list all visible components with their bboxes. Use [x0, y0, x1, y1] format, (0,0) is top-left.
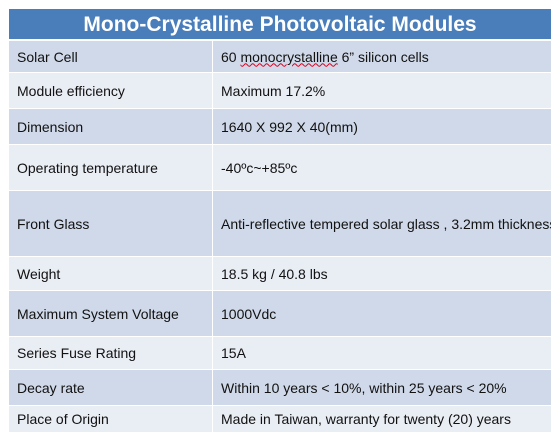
row-value-decay-rate: Within 10 years < 10%, within 25 years <…	[212, 369, 552, 406]
table-row: Weight 18.5 kg / 40.8 lbs	[8, 256, 552, 291]
table-row: Series Fuse Rating 15A	[8, 336, 552, 370]
table-title: Mono-Crystalline Photovoltaic Modules	[8, 8, 552, 40]
table-row: Module efficiency Maximum 17.2%	[8, 72, 552, 109]
table-row: Decay rate Within 10 years < 10%, within…	[8, 369, 552, 406]
row-value-place-of-origin: Made in Taiwan, warranty for twenty (20)…	[212, 405, 552, 433]
row-value-max-system-voltage: 1000Vdc	[212, 290, 552, 337]
row-value-dimension: 1640 X 992 X 40(mm)	[212, 108, 552, 145]
row-label-place-of-origin: Place of Origin	[8, 405, 213, 433]
row-label-operating-temperature: Operating temperature	[8, 144, 213, 191]
row-value-series-fuse-rating: 15A	[212, 336, 552, 370]
table-row: Maximum System Voltage 1000Vdc	[8, 290, 552, 337]
row-label-weight: Weight	[8, 256, 213, 291]
table-row: Operating temperature -40ºc~+85ºc	[8, 144, 552, 191]
table-row: Front Glass Anti-reflective tempered sol…	[8, 190, 552, 257]
row-value-operating-temperature: -40ºc~+85ºc	[212, 144, 552, 191]
row-label-series-fuse-rating: Series Fuse Rating	[8, 336, 213, 370]
row-label-module-efficiency: Module efficiency	[8, 72, 213, 109]
table-row: Solar Cell 60 monocrystalline 6” silicon…	[8, 40, 552, 73]
table-row: Dimension 1640 X 992 X 40(mm)	[8, 108, 552, 145]
row-label-front-glass: Front Glass	[8, 190, 213, 257]
value-part: 60	[221, 48, 241, 65]
spellcheck-underlined-word: monocrystalline	[240, 48, 338, 65]
row-value-weight: 18.5 kg / 40.8 lbs	[212, 256, 552, 291]
row-value-module-efficiency: Maximum 17.2%	[212, 72, 552, 109]
row-label-decay-rate: Decay rate	[8, 369, 213, 406]
row-label-dimension: Dimension	[8, 108, 213, 145]
row-value-solar-cell: 60 monocrystalline 6” silicon cells	[212, 40, 552, 73]
row-label-max-system-voltage: Maximum System Voltage	[8, 290, 213, 337]
value-part: 6” silicon cells	[337, 48, 429, 65]
row-value-front-glass: Anti-reflective tempered solar glass , 3…	[212, 190, 552, 257]
row-label-solar-cell: Solar Cell	[8, 40, 213, 73]
table-row: Place of Origin Made in Taiwan, warranty…	[8, 405, 552, 433]
spec-table: Solar Cell 60 monocrystalline 6” silicon…	[8, 40, 552, 433]
